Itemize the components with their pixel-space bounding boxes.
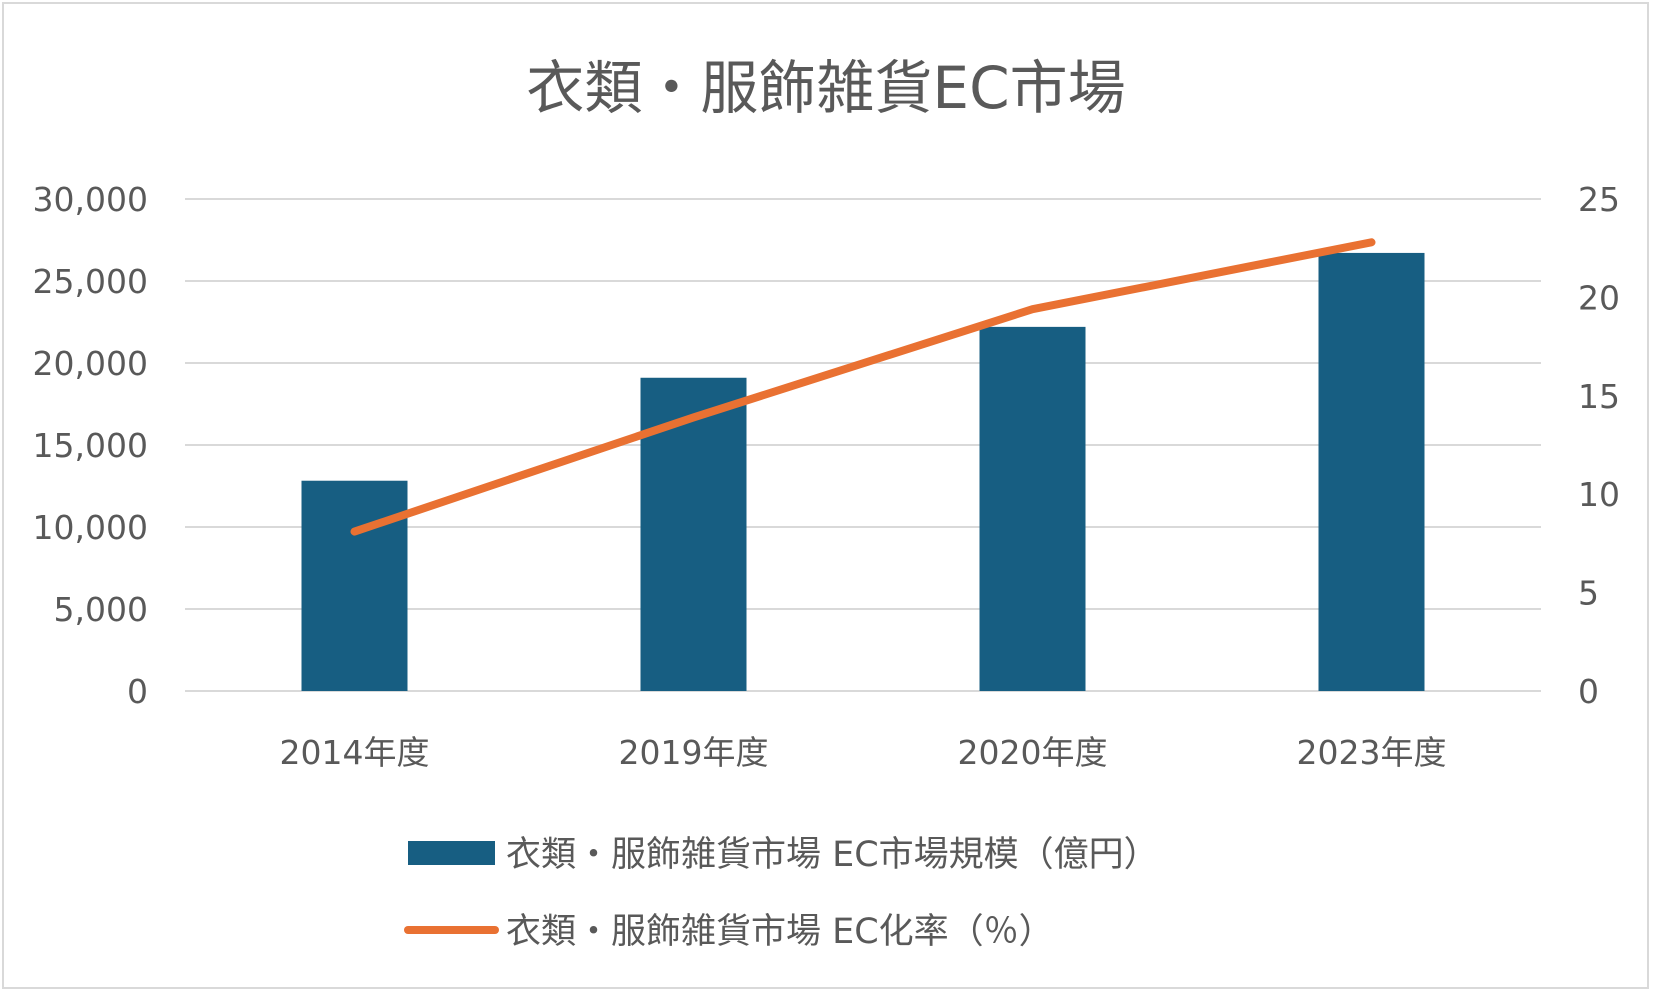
left-tick-label: 0 <box>127 672 148 711</box>
left-tick-label: 30,000 <box>33 180 148 219</box>
bar <box>640 377 747 691</box>
legend-line-label: 衣類・服飾雑貨市場 EC化率（％） <box>506 912 1054 952</box>
right-tick-label: 0 <box>1578 672 1599 711</box>
legend-bar-label: 衣類・服飾雑貨市場 EC市場規模（億円） <box>506 835 1159 875</box>
legend: 衣類・服飾雑貨市場 EC市場規模（億円） 衣類・服飾雑貨市場 EC化率（％） <box>404 835 1159 952</box>
left-tick-label: 15,000 <box>33 426 148 465</box>
right-tick-label: 15 <box>1578 377 1620 416</box>
bar <box>1318 252 1425 691</box>
bar-series <box>301 252 1425 691</box>
right-tick-label: 5 <box>1578 574 1599 613</box>
left-axis-tick-labels: 0 5,000 10,000 15,000 20,000 25,000 30,000 <box>33 180 148 711</box>
x-tick-label: 2014年度 <box>280 733 430 772</box>
left-tick-label: 10,000 <box>33 508 148 547</box>
right-tick-label: 20 <box>1578 278 1620 317</box>
chart-title: 衣類・服飾雑貨EC市場 <box>526 54 1125 122</box>
legend-bar-swatch <box>408 841 495 865</box>
x-tick-label: 2020年度 <box>958 733 1108 772</box>
bar <box>979 326 1086 691</box>
x-tick-label: 2023年度 <box>1297 733 1447 772</box>
bar <box>301 480 408 691</box>
right-tick-label: 25 <box>1578 180 1620 219</box>
right-axis-tick-labels: 0 5 10 15 20 25 <box>1578 180 1620 711</box>
ec-rate-line <box>350 238 1376 536</box>
left-tick-label: 25,000 <box>33 262 148 301</box>
x-axis-tick-labels: 2014年度 2019年度 2020年度 2023年度 <box>280 733 1447 772</box>
x-tick-label: 2019年度 <box>619 733 769 772</box>
line-series <box>350 238 1376 536</box>
left-tick-label: 5,000 <box>54 590 148 629</box>
left-tick-label: 20,000 <box>33 344 148 383</box>
right-tick-label: 10 <box>1578 475 1620 514</box>
